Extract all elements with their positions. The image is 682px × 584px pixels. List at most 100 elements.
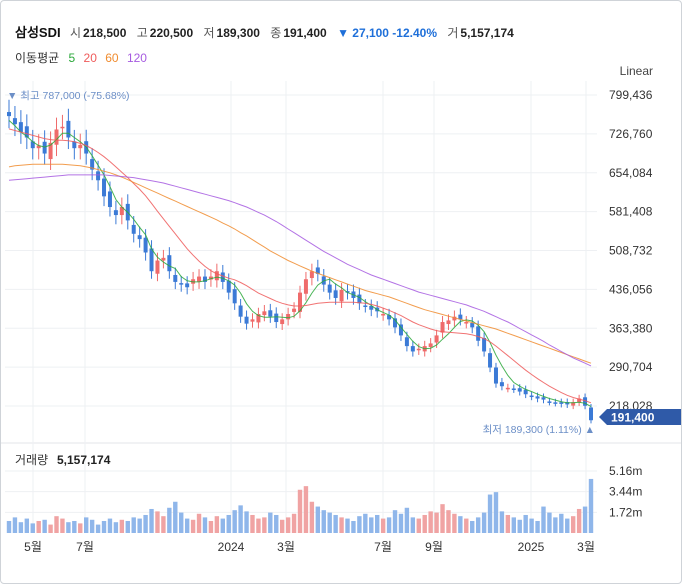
volume-bar (333, 514, 338, 533)
candle-body (428, 343, 433, 347)
low-value: 189,300 (216, 26, 260, 40)
volume-bar (369, 517, 374, 533)
change-value: ▼ 27,100 -12.40% (337, 26, 438, 40)
candle-body (96, 171, 101, 181)
volume-bar (464, 518, 469, 533)
volume-bar (363, 513, 368, 533)
candle-body (482, 338, 487, 352)
volume-bar (517, 519, 522, 533)
candle-body (185, 283, 190, 288)
candle-body (197, 276, 202, 282)
volume-bar (250, 514, 255, 533)
x-tick-label: 2025 (518, 540, 545, 554)
open-value: 218,500 (82, 26, 127, 40)
moving-average-title: 이동평균 (15, 51, 60, 65)
volume-bar (131, 517, 136, 533)
volume-bar (351, 520, 356, 533)
candle-body (131, 224, 136, 234)
ma20-label: 20 (83, 51, 97, 65)
volume-bar (339, 517, 344, 533)
stock-name[interactable]: 삼성SDI (15, 25, 61, 40)
x-tick-label: 2024 (218, 540, 245, 554)
candle-body (220, 272, 225, 282)
volume-bar (143, 514, 148, 533)
volume-tick-label: 5.16m (609, 464, 642, 478)
volume-bar (404, 507, 410, 533)
volume-bar (232, 510, 237, 533)
volume-bar (380, 518, 386, 533)
high-label: 고 (136, 26, 148, 40)
volume-bar (268, 512, 273, 533)
volume-bar (30, 523, 35, 533)
y-tick-label: 290,704 (609, 360, 653, 374)
volume-bar (434, 512, 439, 533)
volume-bar (244, 511, 249, 533)
candle-body (232, 289, 237, 304)
volume-bar (173, 501, 178, 533)
volume-bar (84, 517, 89, 533)
candle-body (155, 260, 160, 274)
candle-body (404, 337, 409, 347)
candle-body (577, 398, 582, 403)
candle-body (12, 118, 17, 125)
volume-bar (95, 524, 101, 533)
volume-value: 5,157,174 (460, 26, 514, 40)
volume-bar (72, 520, 77, 533)
volume-bar (559, 513, 564, 533)
candle-body (529, 395, 534, 398)
candle-body (476, 326, 481, 341)
y-tick-label: 726,760 (609, 127, 653, 141)
candle-body (357, 294, 362, 304)
volume-bar (279, 519, 285, 533)
candle-body (66, 120, 71, 138)
volume-tick-label: 1.72m (609, 505, 642, 519)
candle-body (280, 319, 285, 325)
candle-body (571, 402, 576, 406)
candle-body (547, 401, 552, 403)
volume-bar (256, 518, 261, 533)
candle-body (167, 255, 172, 272)
scale-toggle-button[interactable]: Linear (619, 64, 653, 78)
ma5-label: 5 (68, 51, 76, 65)
volume-bar (89, 519, 95, 533)
volume-bar (125, 520, 130, 533)
volume-bar (262, 517, 267, 533)
volume-bar (149, 508, 154, 533)
close-value: 191,400 (283, 26, 327, 40)
volume-bar (386, 517, 392, 533)
candle-body (517, 388, 522, 392)
volume-bar (161, 516, 166, 533)
candle-body (54, 129, 59, 145)
candle-body (7, 112, 11, 117)
candle-body (24, 126, 29, 138)
volume-bar (315, 506, 321, 533)
ma5-line (8, 120, 592, 407)
candle-body (511, 388, 516, 391)
current-price-label: 191,400 (611, 411, 655, 425)
volume-bar (553, 517, 558, 533)
volume-bar (392, 510, 398, 533)
candle-body (381, 314, 386, 316)
candle-body (458, 314, 463, 320)
volume-bar (452, 513, 457, 533)
candle-body (60, 126, 65, 129)
min-price-annotation: 최저 189,300 (1.11%) ▲ (483, 424, 595, 436)
candle-body (36, 145, 41, 149)
volume-bar (208, 520, 214, 533)
volume-title: 거래량 (15, 453, 48, 467)
candle-body (107, 191, 112, 208)
candle-body (523, 389, 528, 395)
volume-bar (78, 523, 83, 533)
volume-bar (60, 518, 65, 533)
volume-bar (541, 506, 546, 533)
x-tick-label: 3월 (577, 540, 595, 554)
candle-body (274, 313, 279, 323)
moving-average-legend[interactable]: 이동평균 5 20 60 120 (15, 49, 152, 66)
candle-body (541, 397, 546, 400)
candle-body (488, 353, 493, 368)
volume-bar (155, 511, 160, 533)
candle-body (268, 310, 273, 317)
volume-bar (547, 512, 552, 533)
candle-body (303, 279, 308, 294)
